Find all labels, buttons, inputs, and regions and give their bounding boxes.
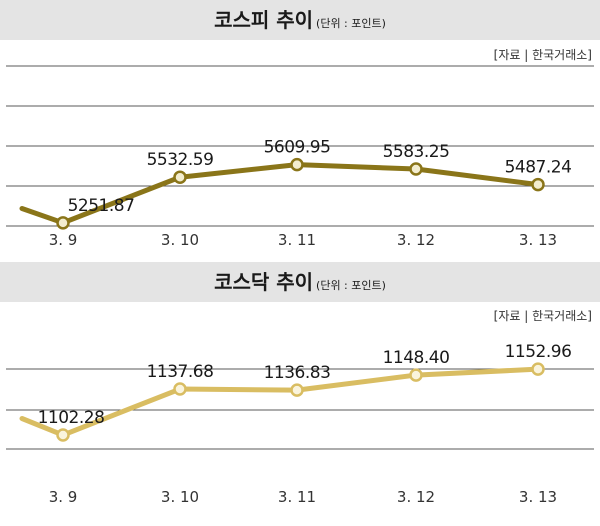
kosdaq-title-band: 코스닥 추이 (단위 : 포인트) (0, 262, 600, 302)
kosdaq-data-label-2: 1136.83 (264, 363, 331, 383)
kosdaq-point-4 (531, 362, 545, 376)
kosdaq-point-0 (56, 428, 70, 442)
kospi-data-label-0: 5251.87 (68, 196, 135, 216)
kospi-x-tick-1: 3. 10 (161, 231, 199, 249)
kosdaq-x-tick-4: 3. 13 (519, 488, 557, 506)
kosdaq-source: [자료 | 한국거래소] (493, 309, 592, 323)
kospi-point-4 (531, 177, 545, 192)
kospi-source: [자료 | 한국거래소] (493, 48, 592, 62)
kosdaq-data-label-1: 1137.68 (147, 362, 214, 382)
kospi-point-2 (290, 157, 304, 172)
kosdaq-x-tick-2: 3. 11 (278, 488, 316, 506)
kospi-line-chart: 5251.87 5532.59 5609.95 5583.25 5487.24 3. 9 3… (6, 65, 594, 249)
kospi-unit: (단위 : 포인트) (316, 17, 386, 30)
kospi-data-label-4: 5487.24 (505, 158, 572, 178)
kosdaq-point-3 (409, 368, 423, 382)
kosdaq-title: 코스닥 추이 (214, 270, 314, 294)
kosdaq-point-2 (290, 383, 304, 397)
kospi-title-band: 코스피 추이 (단위 : 포인트) (0, 0, 600, 40)
kospi-series-line (19, 162, 541, 226)
kosdaq-data-label-4: 1152.96 (505, 342, 572, 362)
kosdaq-point-1 (173, 382, 187, 396)
kospi-x-tick-3: 3. 12 (397, 231, 435, 249)
kosdaq-line-chart: 1102.28 1137.68 1136.83 1148.40 1152.96 3. 9 3… (6, 342, 594, 506)
kospi-x-tick-4: 3. 13 (519, 231, 557, 249)
kosdaq-data-label-0: 1102.28 (38, 408, 105, 428)
kosdaq-series-line (19, 366, 541, 438)
kosdaq-unit: (단위 : 포인트) (316, 279, 386, 292)
kosdaq-x-tick-1: 3. 10 (161, 488, 199, 506)
kospi-data-label-3: 5583.25 (383, 142, 450, 162)
kosdaq-x-tick-3: 3. 12 (397, 488, 435, 506)
kosdaq-data-label-3: 1148.40 (383, 348, 450, 368)
kospi-point-0 (56, 216, 70, 230)
kospi-point-1 (173, 170, 187, 184)
kospi-point-3 (409, 162, 423, 176)
kospi-data-label-2: 5609.95 (264, 138, 331, 158)
kospi-data-label-1: 5532.59 (147, 150, 214, 170)
kospi-x-tick-0: 3. 9 (49, 231, 78, 249)
kospi-x-tick-2: 3. 11 (278, 231, 316, 249)
kosdaq-x-tick-0: 3. 9 (49, 488, 78, 506)
kospi-title: 코스피 추이 (214, 8, 314, 32)
